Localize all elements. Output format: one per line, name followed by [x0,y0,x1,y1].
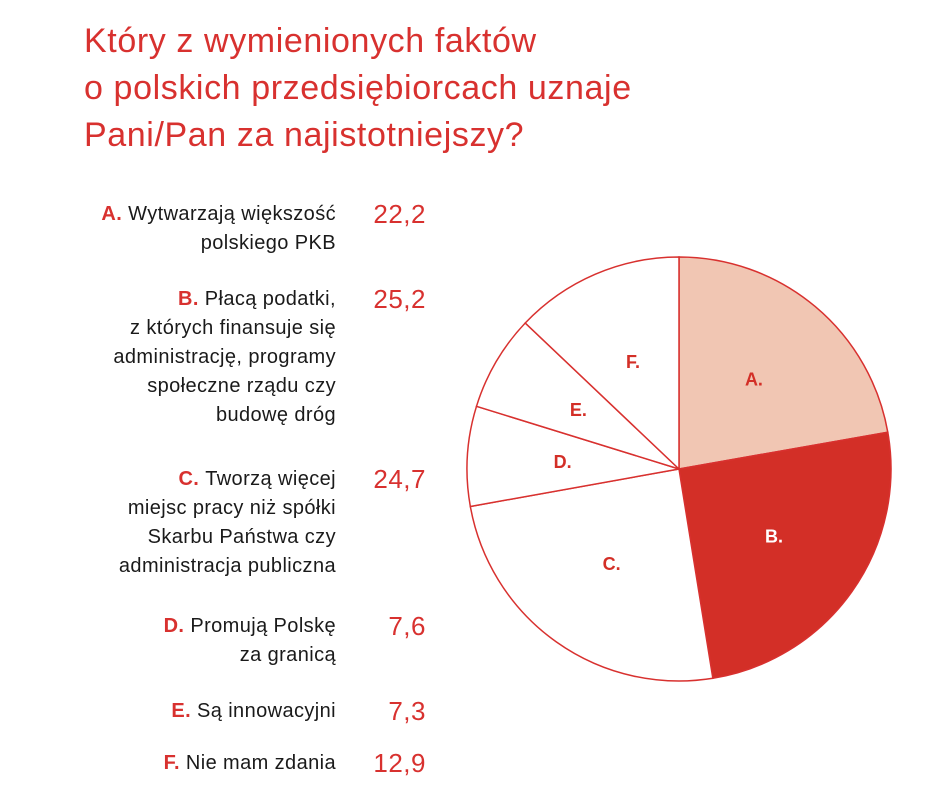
legend-letter: A. [101,203,129,225]
legend-text: administrację, programy [113,346,336,368]
legend-text: C. Tworzą więcej [178,468,336,490]
legend-text: społeczne rządu czy [147,375,336,397]
legend-letter: C. [178,468,206,490]
pie-slice [678,256,889,470]
slice-label: B. [765,527,783,547]
legend-item: F. Nie mam zdania [164,749,336,778]
legend-text: Skarbu Państwa czy [147,526,336,548]
title-line: Który z wymienionych faktów [84,22,537,60]
legend-item: D. Promują Polskę za granicą [164,612,336,670]
value-label: 24,7 [373,464,426,494]
slice-label: C. [603,554,621,574]
slice-label: D. [554,452,572,472]
slice-label: F. [626,352,640,372]
pie-slice [524,256,680,471]
value-label: 12,9 [373,748,426,778]
legend-text: E. Są innowacyjni [171,700,336,722]
legend-text: miejsc pracy niż spółki [127,497,336,519]
value-label: 22,2 [373,199,426,229]
pie-slice [466,405,680,508]
legend-letter: D. [163,615,191,637]
legend-item: E. Są innowacyjni [171,697,336,726]
legend-letter: E. [171,700,197,722]
legend-item: A. Wytwarzają większość polskiego PKB [101,200,336,258]
legend-text: D. Promują Polskę [163,615,336,637]
legend-text: administracja publiczna [118,555,336,577]
pie-slice [475,321,680,470]
legend-text: z których finansuje się [130,317,336,339]
legend-text: polskiego PKB [200,232,336,254]
chart-title: Który z wymienionych faktów o polskich p… [84,18,904,159]
pie-slice [678,431,892,680]
title-line: Pani/Pan za najistotniejszy? [84,116,525,154]
legend-item: C. Tworzą więcej miejsc pracy niż spółki S… [119,465,336,581]
legend-text: A. Wytwarzają większość [101,203,336,225]
legend-text: F. Nie mam zdania [163,752,336,774]
title-line: o polskich przedsiębiorcach uznaje [84,69,632,107]
slice-label: A. [745,370,763,390]
legend-letter: F. [163,752,186,774]
legend-text: za granicą [239,644,336,666]
legend-text: B. Płacą podatki, [177,288,336,310]
legend-item: B. Płacą podatki, z których finansuje się… [113,285,336,430]
legend-text: budowę dróg [215,404,336,426]
pie-slice [469,468,714,682]
value-label: 25,2 [373,284,426,314]
slice-label: E. [570,400,587,420]
value-label: 7,3 [388,696,426,726]
legend-letter: B. [177,288,205,310]
value-label: 7,6 [388,611,426,641]
